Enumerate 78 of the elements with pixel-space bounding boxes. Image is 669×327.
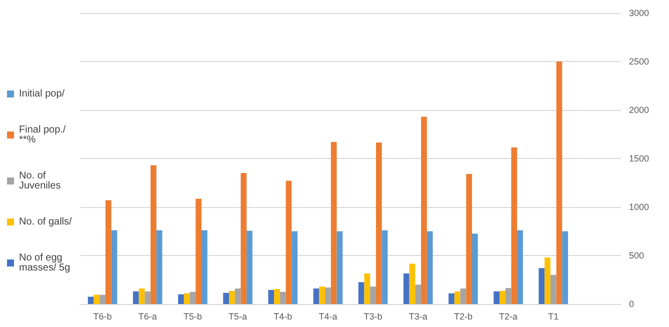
- bar: [325, 288, 331, 304]
- x-tick-label: T6-b: [93, 312, 112, 322]
- bar: [472, 234, 478, 304]
- bar: [105, 200, 112, 304]
- bar: [313, 288, 320, 304]
- bar: [280, 292, 286, 304]
- bar: [415, 284, 422, 304]
- bar: [184, 293, 190, 304]
- bar: [336, 231, 343, 304]
- legend-label: Final pop./**%: [19, 124, 66, 146]
- bar: [517, 230, 523, 304]
- bar: [511, 147, 518, 304]
- legend-label: Initial pop/: [19, 88, 65, 100]
- bar: [376, 142, 382, 304]
- x-tick-label: T6-a: [138, 312, 157, 322]
- bar: [292, 231, 298, 304]
- x-tick-label: T5-b: [183, 312, 202, 322]
- bar: [94, 294, 100, 304]
- y-tick-label: 2000: [629, 105, 650, 115]
- bar: [156, 230, 162, 304]
- bar: [370, 286, 376, 304]
- bar: [138, 288, 145, 304]
- x-tick-label: T5-a: [228, 312, 248, 322]
- bar: [544, 257, 550, 304]
- bar: [234, 288, 241, 304]
- bar: [460, 288, 466, 304]
- bar: [330, 142, 337, 304]
- bar: [319, 286, 326, 304]
- legend-label: No of egg masses/ 5g: [19, 252, 70, 274]
- bar: [454, 291, 460, 304]
- x-tick-label: T1: [548, 312, 559, 322]
- y-tick-label: 500: [629, 250, 644, 260]
- bar: [274, 288, 280, 304]
- bar: [268, 290, 274, 304]
- bar: [223, 292, 229, 304]
- bar: [500, 290, 506, 304]
- bar: [358, 282, 364, 304]
- bar: [229, 290, 235, 304]
- bar: [132, 291, 139, 304]
- bar: [426, 231, 433, 304]
- x-tick-label: T3-b: [364, 312, 382, 322]
- bar: [144, 291, 151, 304]
- bar: [202, 230, 208, 304]
- bar: [538, 268, 545, 304]
- legend-label: No. of galls/: [19, 216, 72, 228]
- bar: [196, 198, 202, 304]
- bar: [240, 173, 247, 304]
- bar: [556, 62, 562, 304]
- bar: [550, 274, 556, 304]
- bar: [100, 294, 106, 304]
- x-tick-label: T2-b: [454, 312, 472, 322]
- bar: [150, 165, 156, 304]
- bar: [466, 174, 472, 304]
- bar: [562, 231, 568, 304]
- bar: [364, 273, 370, 304]
- y-tick-label: 2500: [629, 56, 650, 66]
- bar: [494, 291, 500, 304]
- bar: [448, 293, 454, 304]
- y-tick-label: 1500: [629, 154, 650, 164]
- x-tick-label: T4-b: [274, 312, 292, 322]
- legend-label: No. of Juveniles: [19, 170, 61, 192]
- bar: [246, 230, 252, 304]
- bar: [409, 264, 416, 304]
- x-tick-label: T4-a: [318, 312, 338, 322]
- bar: [111, 230, 118, 304]
- bar: [190, 292, 196, 304]
- y-tick-label: 1000: [629, 202, 650, 212]
- bar: [286, 180, 292, 304]
- x-tick-label: T3-a: [408, 312, 428, 322]
- bar: [403, 273, 410, 304]
- bar: [382, 230, 388, 304]
- bar: [421, 116, 427, 304]
- bar: [505, 288, 512, 304]
- bar: [178, 294, 184, 304]
- x-tick-label: T2-a: [499, 312, 518, 322]
- bar: [88, 296, 94, 304]
- y-tick-label: 3000: [629, 8, 650, 18]
- y-tick-label: 0: [629, 299, 634, 309]
